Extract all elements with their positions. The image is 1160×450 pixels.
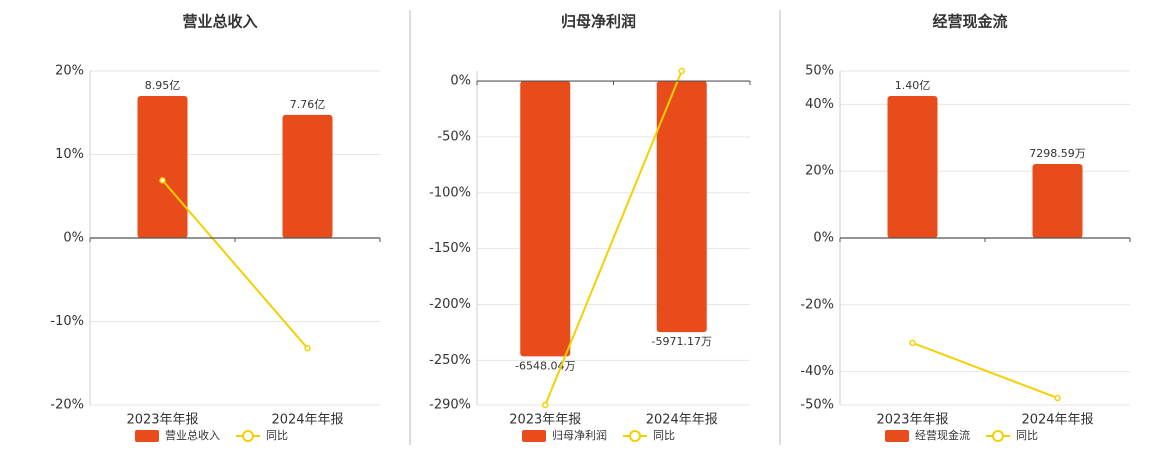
line-point: [678, 67, 685, 75]
bar: [137, 96, 188, 238]
y-tick-label: -250%: [429, 353, 471, 368]
legend-label: 经营现金流: [915, 428, 970, 442]
bar: [887, 96, 938, 238]
data-label: -6548.04万: [515, 359, 575, 372]
y-tick-label: 0%: [450, 74, 471, 89]
legend-swatch: [522, 430, 546, 442]
line: [912, 341, 1058, 399]
chart-title: 归母净利润: [561, 13, 636, 31]
y-tick-label: -20%: [50, 398, 84, 413]
bar: [1032, 163, 1083, 238]
legend-label: 同比: [266, 429, 288, 442]
bar: [520, 81, 571, 357]
y-tick-label: 0%: [63, 231, 84, 246]
line-point: [1054, 394, 1061, 402]
y-tick-label: -50%: [800, 398, 834, 413]
y-tick-label: -20%: [800, 297, 834, 312]
y-tick-label: -150%: [429, 241, 471, 256]
data-label: 8.95亿: [145, 79, 181, 92]
x-tick-label: 2024年年报: [271, 413, 343, 428]
y-tick-label: -40%: [800, 364, 834, 379]
y-tick-label: 10%: [55, 147, 84, 162]
y-tick-label: -290%: [429, 398, 471, 413]
y-tick-label: 20%: [805, 164, 834, 179]
y-tick-label: 50%: [805, 64, 834, 79]
legend-swatch: [629, 430, 641, 442]
line: [161, 179, 309, 349]
chart-title: 营业总收入: [182, 13, 257, 31]
legend-label: 同比: [1016, 429, 1038, 442]
legend-swatch: [885, 430, 909, 442]
line-point: [542, 401, 549, 409]
line-point: [304, 344, 311, 352]
legend-label: 同比: [653, 429, 675, 442]
x-tick-label: 2024年年报: [646, 413, 718, 428]
line-point: [159, 177, 166, 184]
y-tick-label: -10%: [50, 314, 84, 329]
x-tick-label: 2023年年报: [876, 413, 948, 428]
legend-swatch: [992, 430, 1004, 442]
chart-title: 经营现金流: [932, 13, 1007, 31]
legend-swatch: [242, 430, 254, 442]
legend-swatch: [135, 430, 159, 442]
x-tick-label: 2023年年报: [509, 413, 581, 428]
legend-label: 归母净利润: [552, 428, 607, 442]
bar: [656, 81, 707, 333]
y-tick-label: 0%: [813, 231, 834, 246]
x-tick-label: 2023年年报: [126, 413, 198, 428]
bar: [282, 114, 333, 238]
y-tick-label: 40%: [805, 97, 834, 112]
legend-label: 营业总收入: [165, 428, 220, 442]
data-label: 7298.59万: [1029, 147, 1086, 160]
y-tick-label: -200%: [429, 297, 471, 312]
data-label: -5971.17万: [652, 335, 712, 348]
x-tick-label: 2024年年报: [1021, 413, 1093, 428]
line: [544, 70, 683, 406]
y-tick-label: -100%: [429, 185, 471, 200]
data-label: 7.76亿: [290, 98, 326, 111]
y-tick-label: -50%: [437, 129, 471, 144]
data-label: 1.40亿: [895, 79, 931, 92]
line-point: [909, 339, 916, 347]
y-tick-label: 20%: [55, 64, 84, 79]
